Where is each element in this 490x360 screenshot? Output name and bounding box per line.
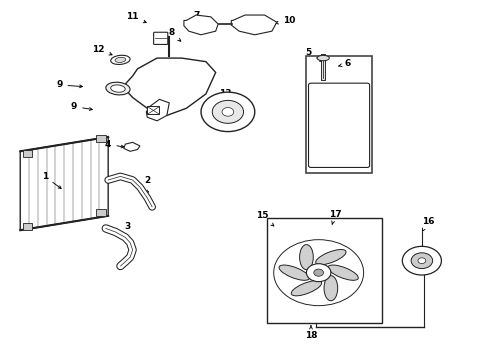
Text: 17: 17 xyxy=(329,210,342,224)
Text: 10: 10 xyxy=(275,16,295,25)
Circle shape xyxy=(402,246,441,275)
Ellipse shape xyxy=(328,265,358,280)
Polygon shape xyxy=(124,142,140,151)
Ellipse shape xyxy=(106,82,130,95)
Circle shape xyxy=(306,264,331,282)
Text: 6: 6 xyxy=(339,59,351,68)
FancyBboxPatch shape xyxy=(267,218,382,323)
Ellipse shape xyxy=(279,265,309,280)
Circle shape xyxy=(212,100,244,123)
Text: 4: 4 xyxy=(105,140,124,149)
Text: 9: 9 xyxy=(56,81,82,90)
Text: 5: 5 xyxy=(305,48,322,62)
Polygon shape xyxy=(147,99,169,121)
Text: 2: 2 xyxy=(144,176,150,194)
Bar xyxy=(306,56,372,173)
Text: 8: 8 xyxy=(169,28,181,41)
Text: 16: 16 xyxy=(422,217,435,231)
Text: 18: 18 xyxy=(305,326,317,341)
Polygon shape xyxy=(184,15,218,35)
Text: 3: 3 xyxy=(124,222,131,241)
Circle shape xyxy=(418,258,426,264)
Ellipse shape xyxy=(291,280,321,296)
Ellipse shape xyxy=(317,55,329,61)
Bar xyxy=(96,135,106,142)
Text: 13: 13 xyxy=(219,89,232,102)
Circle shape xyxy=(201,92,255,132)
Ellipse shape xyxy=(324,276,338,301)
Text: 14: 14 xyxy=(146,95,158,104)
Text: 7: 7 xyxy=(193,10,199,27)
Circle shape xyxy=(411,253,433,269)
Bar xyxy=(96,209,106,216)
FancyBboxPatch shape xyxy=(309,83,369,167)
Text: 15: 15 xyxy=(256,211,274,226)
Bar xyxy=(23,149,32,157)
Ellipse shape xyxy=(111,55,130,64)
Circle shape xyxy=(314,269,323,276)
Text: 9: 9 xyxy=(71,102,92,111)
Text: 11: 11 xyxy=(126,12,146,23)
Bar xyxy=(23,223,32,230)
Ellipse shape xyxy=(111,85,125,92)
FancyBboxPatch shape xyxy=(147,107,159,114)
Text: 12: 12 xyxy=(92,45,112,55)
Circle shape xyxy=(222,108,234,116)
Ellipse shape xyxy=(316,249,346,265)
Text: 1: 1 xyxy=(42,172,61,189)
Polygon shape xyxy=(231,15,277,35)
Ellipse shape xyxy=(299,244,313,270)
Polygon shape xyxy=(123,58,216,116)
Ellipse shape xyxy=(115,57,126,62)
Polygon shape xyxy=(20,137,108,230)
FancyBboxPatch shape xyxy=(154,32,168,44)
